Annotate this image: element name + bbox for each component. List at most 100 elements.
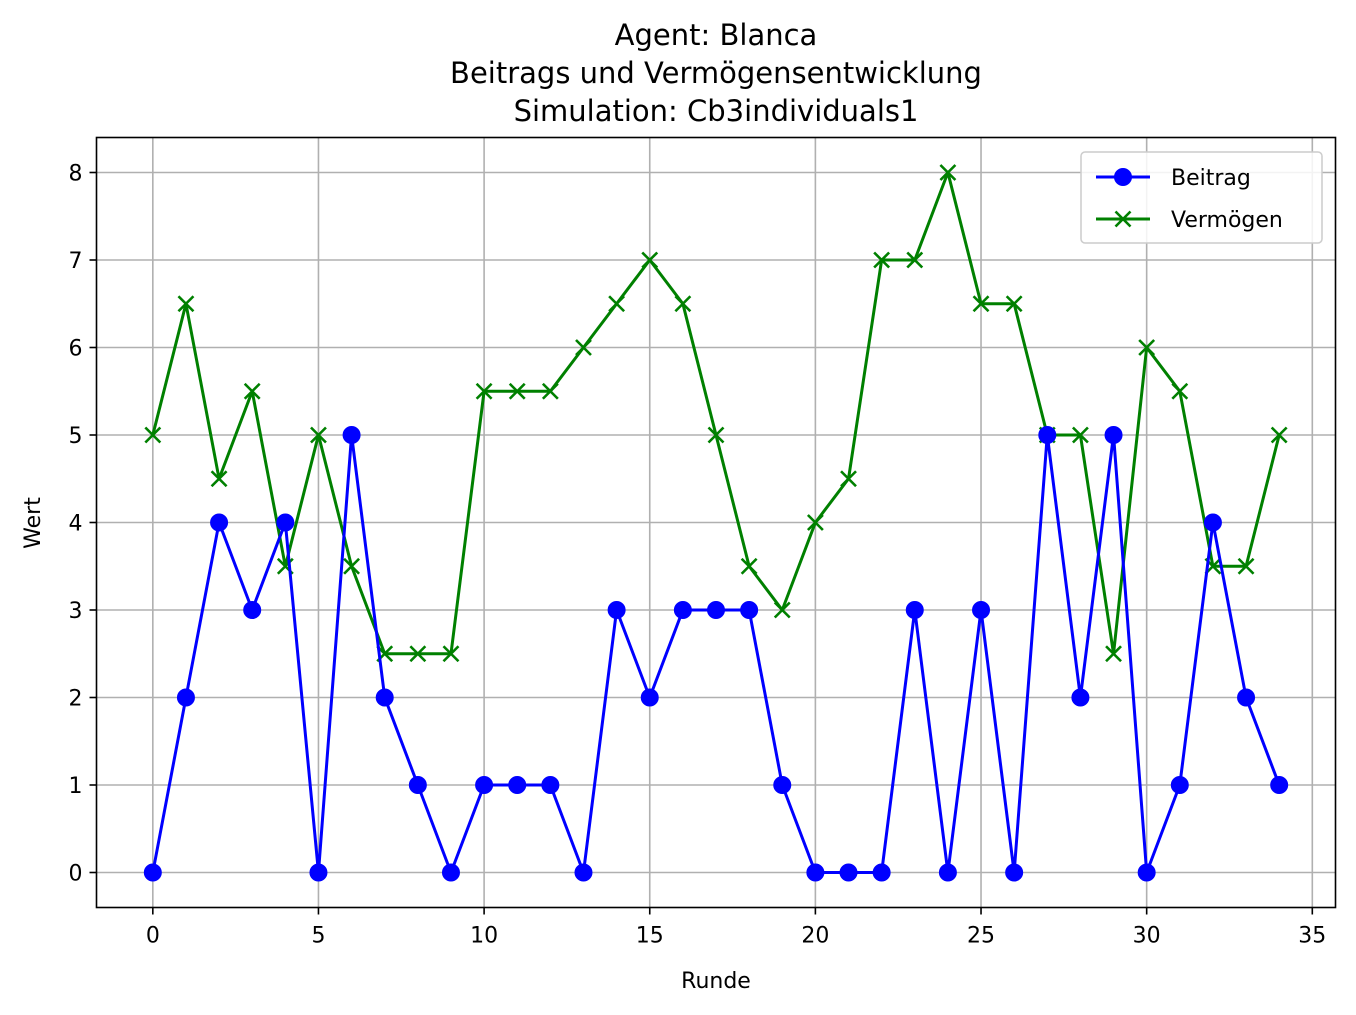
data-point <box>342 426 361 444</box>
data-point <box>144 426 162 444</box>
data-point <box>1138 339 1156 356</box>
x-tick-label: 30 <box>1133 924 1161 949</box>
x-axis-label: Runde <box>681 969 751 994</box>
x-tick-label: 20 <box>801 924 829 949</box>
data-point <box>1237 557 1255 575</box>
data-point <box>806 514 824 531</box>
data-point <box>210 470 228 488</box>
series-2 <box>144 164 1288 663</box>
y-tick-label: 1 <box>69 774 83 799</box>
y-tick-label: 2 <box>69 687 83 712</box>
data-point <box>1270 776 1289 794</box>
data-point <box>608 295 626 313</box>
data-point <box>276 513 295 532</box>
x-tick-label: 25 <box>967 924 995 949</box>
data-point <box>475 776 494 794</box>
series-line <box>151 433 1281 874</box>
data-point <box>375 688 394 707</box>
data-point <box>177 295 195 313</box>
y-tick-label: 7 <box>69 249 83 274</box>
legend-marker <box>1114 168 1132 186</box>
data-point <box>873 251 891 269</box>
data-point <box>806 863 825 882</box>
data-point <box>640 688 659 707</box>
y-tick-label: 4 <box>69 512 83 537</box>
data-point <box>1170 776 1189 794</box>
data-point <box>939 164 957 181</box>
y-tick-label: 6 <box>69 337 83 362</box>
data-point <box>1005 863 1024 882</box>
data-point <box>475 382 493 400</box>
data-point <box>1203 513 1222 532</box>
data-point <box>408 776 427 794</box>
y-axis-label: Wert <box>21 497 46 549</box>
data-point <box>1270 426 1288 444</box>
axis-ticks: 0 5 10 15 20 25 30 35 0 1 2 3 4 5 6 7 8 <box>69 162 1327 949</box>
x-tick-label: 0 <box>146 924 160 949</box>
data-point <box>1171 382 1189 400</box>
data-point <box>508 382 526 400</box>
x-tick-label: 35 <box>1298 924 1326 949</box>
data-point <box>839 863 858 882</box>
data-point <box>773 601 791 619</box>
data-point <box>872 863 891 882</box>
data-point <box>1071 688 1090 707</box>
data-point <box>972 601 991 619</box>
data-point <box>1005 295 1023 313</box>
title-line-2: Beitrags und Vermögensentwicklung <box>450 56 982 90</box>
data-point <box>310 426 327 444</box>
data-point <box>674 295 692 313</box>
data-point <box>972 295 990 313</box>
data-point <box>938 863 957 882</box>
data-point <box>508 776 527 794</box>
data-point <box>906 251 924 269</box>
data-point <box>905 601 924 619</box>
legend-label: Beitrag <box>1171 166 1251 191</box>
data-point <box>210 513 229 532</box>
data-point <box>740 557 758 575</box>
legend: Beitrag Vermögen <box>1080 151 1323 244</box>
data-point <box>1105 645 1122 663</box>
data-point <box>309 863 328 882</box>
data-point <box>243 601 262 619</box>
data-point <box>541 776 560 794</box>
data-point <box>409 645 427 663</box>
data-point <box>1071 426 1089 444</box>
y-tick-label: 0 <box>69 862 83 887</box>
data-point <box>641 251 659 269</box>
y-tick-label: 5 <box>69 424 83 449</box>
y-tick-label: 8 <box>69 162 83 187</box>
data-point <box>243 382 261 400</box>
data-point <box>1237 688 1256 707</box>
data-point <box>442 645 460 663</box>
data-point <box>575 339 592 356</box>
data-point <box>707 426 725 444</box>
data-point <box>1104 426 1123 444</box>
title-line-3: Simulation: Cb3individuals1 <box>514 94 919 128</box>
data-point <box>574 863 593 882</box>
data-point <box>707 601 725 619</box>
data-point <box>740 601 759 619</box>
data-point <box>673 601 692 619</box>
x-tick-label: 10 <box>470 924 498 949</box>
data-point <box>541 382 559 400</box>
legend-marker <box>1114 210 1132 228</box>
data-point <box>143 863 162 882</box>
data-point <box>607 601 626 619</box>
series-1 <box>143 426 1289 882</box>
x-tick-label: 15 <box>636 924 664 949</box>
chart-title: Agent: Blanca Beitrags und Vermögensentw… <box>450 18 982 128</box>
y-tick-label: 3 <box>69 599 83 624</box>
data-point <box>343 557 361 575</box>
data-point <box>1038 426 1057 444</box>
legend-label: Vermögen <box>1171 208 1283 233</box>
series-line <box>151 171 1281 656</box>
data-point <box>1137 863 1156 882</box>
title-line-1: Agent: Blanca <box>615 18 818 52</box>
data-point <box>176 688 195 707</box>
data-point <box>773 776 792 794</box>
series-layer <box>143 164 1289 882</box>
data-point <box>441 863 460 882</box>
x-tick-label: 5 <box>311 924 325 949</box>
